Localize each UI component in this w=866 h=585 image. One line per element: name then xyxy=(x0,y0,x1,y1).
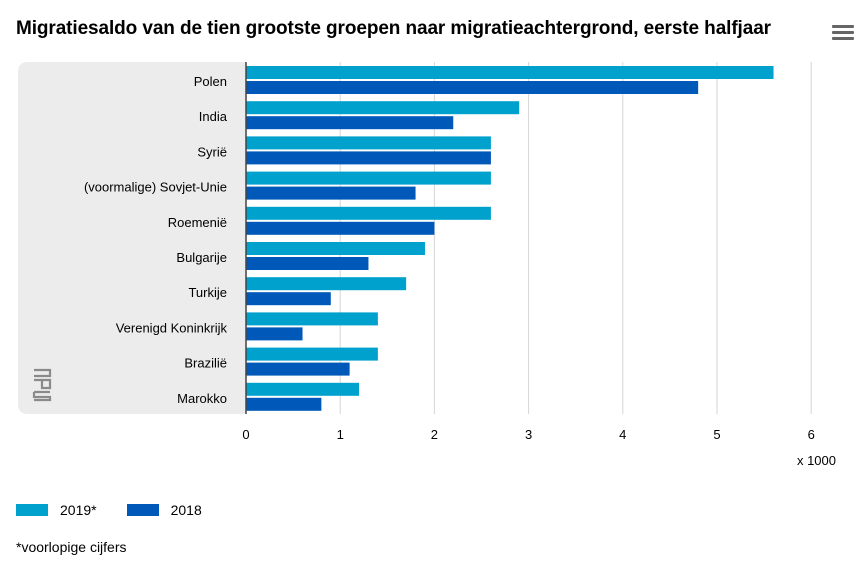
bar-2018[interactable] xyxy=(246,362,350,376)
category-label: Brazilië xyxy=(184,356,227,371)
bar-2019[interactable] xyxy=(246,171,491,185)
x-tick-label: 1 xyxy=(337,427,344,442)
category-label: Roemenië xyxy=(168,215,227,230)
bar-2018[interactable] xyxy=(246,186,416,200)
x-tick-label: 6 xyxy=(808,427,815,442)
x-tick-label: 2 xyxy=(431,427,438,442)
bar-2018[interactable] xyxy=(246,292,331,306)
legend-swatch-2018 xyxy=(126,504,159,516)
category-labels: Polen India Syrië (voormalige) Sovjet-Unie R… xyxy=(84,74,228,406)
chart-title: Migratiesaldo van de tien grootste groep… xyxy=(16,18,771,39)
bar-2018[interactable] xyxy=(246,116,454,130)
bar-2019[interactable] xyxy=(246,277,407,291)
category-label: Polen xyxy=(194,74,227,89)
category-panel xyxy=(18,62,246,414)
category-label: Marokko xyxy=(177,391,227,406)
legend-item-2019[interactable]: 2019* xyxy=(16,502,97,518)
bar-2018[interactable] xyxy=(246,397,322,411)
bar-2018[interactable] xyxy=(246,81,699,94)
x-tick-label: 0 xyxy=(242,427,249,442)
bar-2019[interactable] xyxy=(246,242,425,255)
bar-group xyxy=(246,66,774,411)
category-label: Syrië xyxy=(197,144,227,159)
bar-2019[interactable] xyxy=(246,382,360,396)
x-tick-labels: 0 1 2 3 4 5 6 xyxy=(242,427,814,442)
grid-lines xyxy=(339,62,812,414)
legend-swatch-2019 xyxy=(16,504,48,516)
legend-label-2018: 2018 xyxy=(170,502,202,518)
bar-2018[interactable] xyxy=(246,257,369,270)
x-tick-label: 5 xyxy=(713,427,720,442)
bar-2019[interactable] xyxy=(246,101,520,115)
footnote: *voorlopige cijfers xyxy=(16,539,127,555)
category-label: Turkije xyxy=(188,285,227,300)
legend: 2019* 2018 xyxy=(16,502,232,518)
category-label: India xyxy=(199,109,228,124)
hamburger-menu-icon[interactable] xyxy=(832,25,854,45)
legend-label-2019: 2019* xyxy=(60,502,97,518)
bar-2019[interactable] xyxy=(246,206,491,220)
x-unit-label: x 1000 xyxy=(797,453,836,468)
cbs-logo-icon xyxy=(32,368,52,402)
bar-2018[interactable] xyxy=(246,151,491,165)
x-tick-label: 4 xyxy=(619,427,626,442)
bar-2018[interactable] xyxy=(246,221,435,235)
category-label: Verenigd Koninkrijk xyxy=(116,320,228,335)
bar-2019[interactable] xyxy=(246,312,378,326)
bar-2019[interactable] xyxy=(246,136,491,150)
bar-2019[interactable] xyxy=(246,66,774,79)
bar-2019[interactable] xyxy=(246,347,378,361)
bar-2018[interactable] xyxy=(246,327,303,341)
legend-item-2018[interactable]: 2018 xyxy=(126,502,202,518)
x-tick-label: 3 xyxy=(525,427,532,442)
category-label: (voormalige) Sovjet-Unie xyxy=(84,180,227,195)
category-label: Bulgarije xyxy=(176,250,227,265)
